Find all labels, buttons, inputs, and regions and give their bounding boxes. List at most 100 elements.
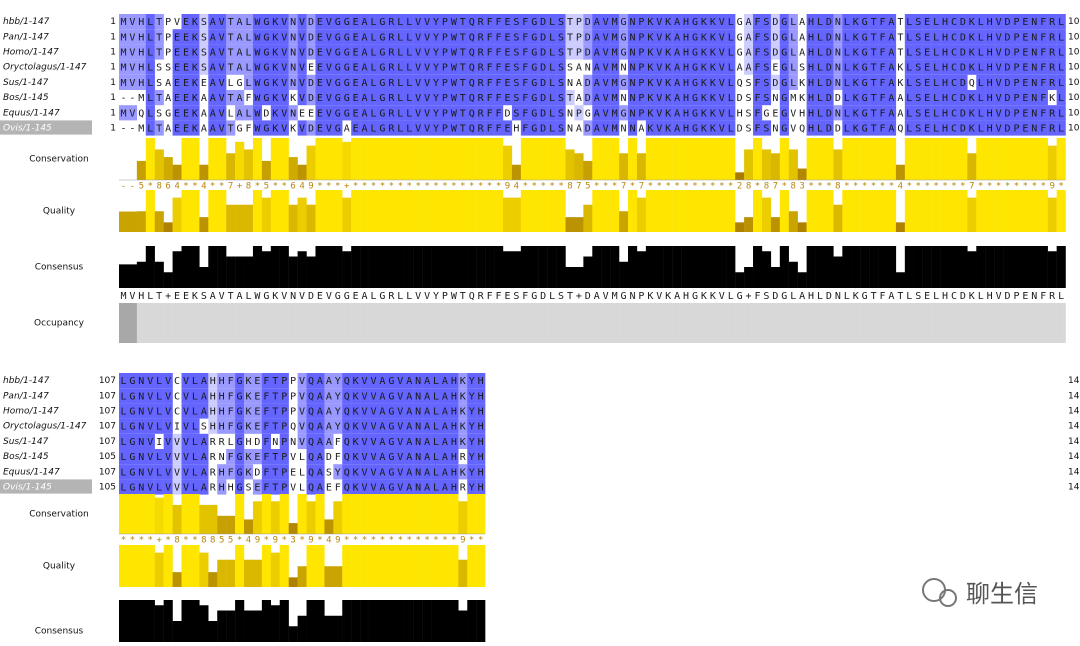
consensus-bar — [199, 605, 209, 642]
residue-cell — [190, 464, 200, 480]
residue-cell — [636, 105, 647, 121]
residue-cell — [217, 418, 227, 434]
residue-cell — [270, 29, 280, 45]
residue: G — [781, 32, 787, 43]
residue: V — [129, 63, 135, 74]
consensus-bar — [377, 246, 388, 288]
consensus-bar — [217, 246, 227, 288]
quality-bar — [886, 190, 897, 232]
residue: R — [478, 124, 485, 135]
residue: D — [826, 63, 832, 74]
residue: H — [808, 48, 814, 59]
residue: S — [558, 108, 564, 119]
residue-cell — [145, 373, 155, 389]
conservation-label: * — [487, 182, 492, 192]
residue: G — [621, 32, 627, 43]
residue-cell — [431, 403, 441, 419]
residue: F — [487, 108, 493, 119]
residue-cell — [886, 90, 897, 106]
residue: F — [879, 93, 885, 104]
quality-bar — [217, 190, 227, 232]
consensus-residue: K — [272, 291, 278, 302]
residue-cell — [306, 373, 316, 389]
conservation-label: * — [317, 536, 322, 546]
conservation-label: * — [139, 536, 144, 546]
consensus-residue: G — [862, 291, 868, 302]
residue: N — [1031, 124, 1037, 135]
residue-cell — [386, 464, 397, 480]
conservation-bar — [744, 149, 754, 180]
conservation-label: * — [469, 182, 474, 192]
residue-cell — [422, 14, 432, 30]
residue-cell — [413, 373, 423, 389]
residue: R — [478, 48, 485, 59]
residue-cell — [717, 105, 727, 121]
residue: V — [603, 48, 609, 59]
residue: S — [201, 48, 207, 59]
residue: H — [987, 17, 993, 28]
residue-cell — [413, 105, 423, 121]
residue-cell — [377, 403, 388, 419]
residue-cell — [967, 120, 977, 136]
occupancy-bar — [306, 303, 316, 343]
residue: K — [853, 17, 859, 28]
residue-cell — [976, 105, 986, 121]
residue-cell — [842, 90, 852, 106]
residue: V — [147, 422, 153, 433]
residue: N — [1031, 108, 1037, 119]
conservation-bar — [797, 168, 807, 180]
quality-bar — [163, 222, 173, 232]
residue-cell — [949, 74, 959, 90]
residue-cell — [342, 44, 352, 60]
residue-cell — [252, 388, 263, 404]
residue-cell — [333, 464, 343, 480]
sequence-name: Ovis/1-145 — [3, 124, 52, 134]
consensus-residue: L — [844, 291, 850, 302]
consensus-residue: V — [299, 291, 305, 302]
conservation-label: 9 — [308, 182, 313, 192]
residue: D — [308, 17, 314, 28]
residue-cell — [529, 14, 539, 30]
occupancy-bar — [235, 303, 245, 343]
residue: A — [594, 17, 600, 28]
residue-cell — [386, 403, 397, 419]
residue-cell — [511, 105, 522, 121]
residue-cell — [172, 44, 182, 60]
residue: K — [245, 422, 251, 433]
residue: T — [156, 48, 162, 59]
residue-cell — [1056, 44, 1066, 60]
residue: A — [362, 17, 368, 28]
residue-cell — [476, 433, 486, 449]
consensus-bar — [467, 246, 477, 288]
residue-cell — [440, 373, 450, 389]
residue-cell — [181, 59, 191, 75]
consensus-bar — [949, 246, 959, 288]
residue-cell — [672, 44, 682, 60]
residue-cell — [1056, 29, 1066, 45]
end-position: 14 — [1068, 407, 1080, 417]
conservation-bar — [538, 138, 548, 180]
residue: L — [192, 483, 198, 494]
residue-cell — [244, 388, 254, 404]
conservation-bar — [136, 494, 146, 534]
residue-cell — [261, 464, 272, 480]
quality-bar — [181, 190, 191, 232]
residue-cell — [136, 479, 146, 495]
residue: A — [594, 63, 600, 74]
consensus-bar — [208, 246, 218, 288]
residue: V — [281, 124, 287, 135]
residue: K — [665, 63, 671, 74]
residue: D — [960, 17, 966, 28]
residue-cell — [342, 105, 352, 121]
residue: E — [353, 17, 359, 28]
residue-cell — [422, 90, 432, 106]
residue-cell — [226, 464, 236, 480]
residue-cell — [440, 59, 450, 75]
quality-bar — [377, 190, 388, 232]
conservation-bar — [226, 153, 236, 180]
occupancy-bar — [297, 303, 307, 343]
residue-cell — [913, 59, 923, 75]
residue: L — [156, 376, 162, 387]
residue-cell — [127, 373, 138, 389]
residue-cell — [235, 59, 245, 75]
